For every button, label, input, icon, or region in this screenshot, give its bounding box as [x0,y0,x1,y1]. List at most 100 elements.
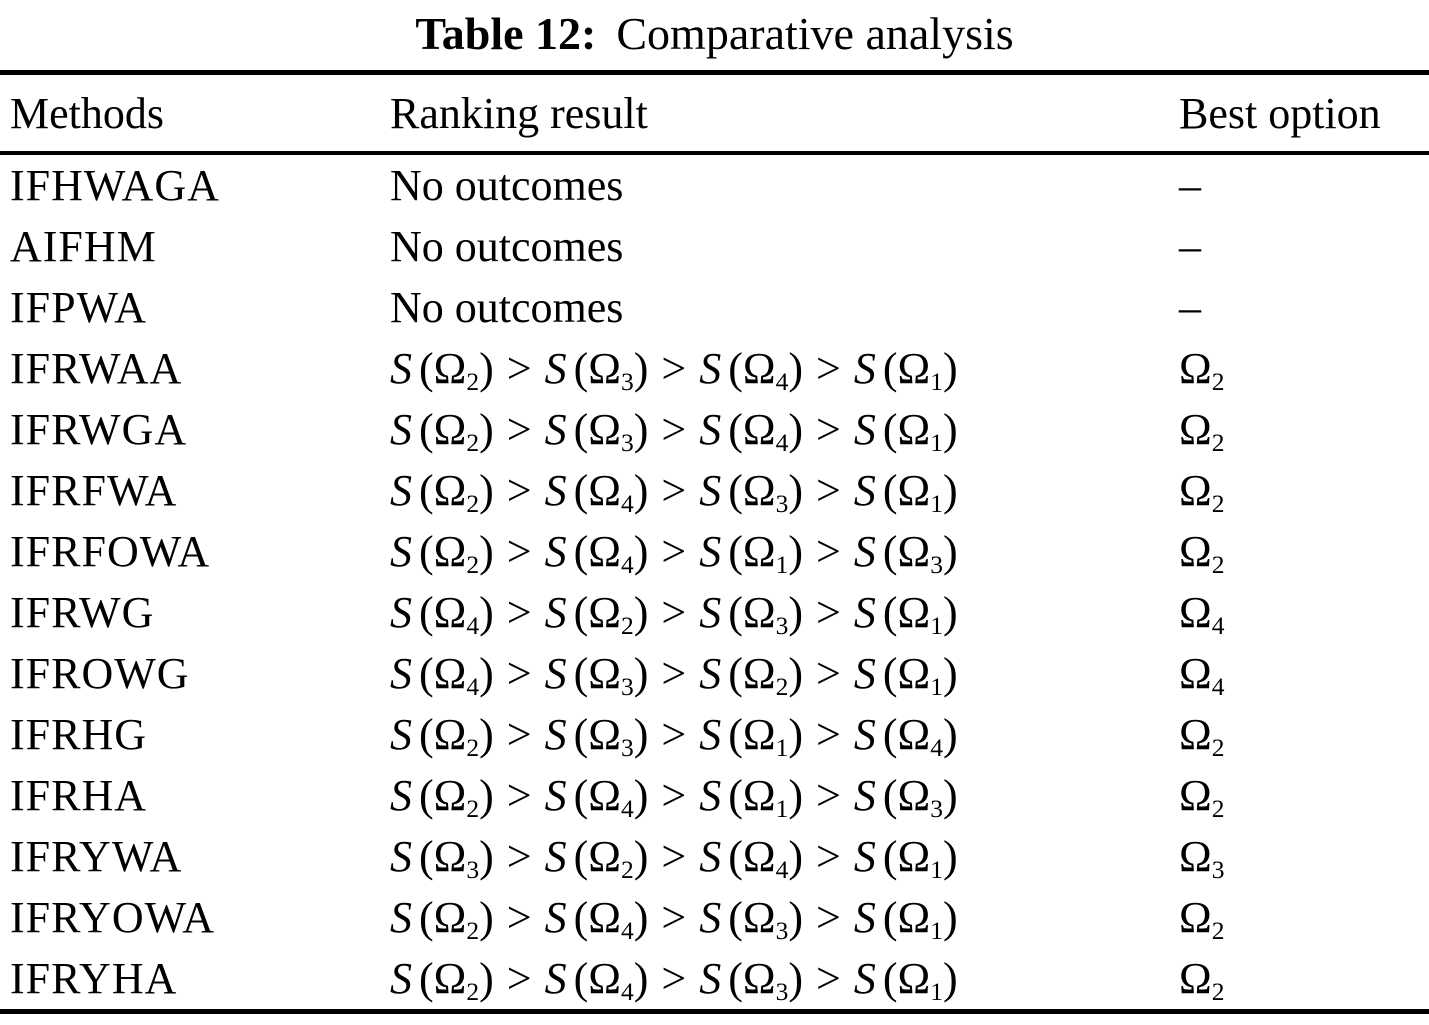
ranking-cell: S (Ω4) > S (Ω2) > S (Ω3) > S (Ω1) [382,582,1179,643]
table-caption: Table 12: Comparative analysis [0,6,1429,61]
omega-subscript: 2 [1211,733,1225,763]
ranking-cell: S (Ω2) > S (Ω3) > S (Ω1) > S (Ω4) [382,704,1179,765]
table-row: IFRYOWA S (Ω2) > S (Ω4) > S (Ω3) > S (Ω1) Ω2 [0,887,1429,948]
score-term: S (Ω3) [544,344,649,397]
omega-subscript: 1 [930,428,943,458]
omega-symbol: Ω [1179,832,1212,881]
greater-than-symbol: > [661,588,687,637]
ranking-cell: S (Ω2) > S (Ω4) > S (Ω3) > S (Ω1) [382,460,1179,521]
omega-subscript: 3 [620,428,634,458]
omega-subscript: 2 [1211,428,1225,458]
score-term: S (Ω4) [390,588,494,641]
greater-than-symbol: > [506,466,532,515]
score-function-symbol: S [853,588,876,637]
omega-symbol: Ω [897,405,931,454]
score-term: S (Ω2) [390,405,494,458]
omega-subscript: 1 [930,489,943,519]
omega-symbol: Ω [588,466,621,515]
omega-symbol: Ω [897,771,931,820]
method-cell: IFRYWA [10,832,183,881]
omega-symbol: Ω [588,954,621,1003]
omega-symbol: Ω [897,893,931,942]
omega-symbol: Ω [897,344,931,393]
ranking-cell: S (Ω2) > S (Ω4) > S (Ω1) > S (Ω3) [382,521,1179,582]
omega-symbol: Ω [897,527,931,576]
omega-symbol: Ω [897,649,931,698]
score-function-symbol: S [544,893,567,942]
greater-than-symbol: > [816,710,841,759]
method-cell: IFRHG [10,710,148,759]
omega-symbol: Ω [1179,527,1212,576]
omega-symbol: Ω [742,771,776,820]
col-header-ranking-result: Ranking result [382,72,1179,155]
score-function-symbol: S [390,466,412,515]
omega-subscript: 4 [775,367,789,397]
score-function-symbol: S [390,893,412,942]
method-cell: IFPWA [10,283,148,332]
greater-than-symbol: > [661,893,687,942]
score-function-symbol: S [544,466,567,515]
score-function-symbol: S [544,405,567,454]
greater-than-symbol: > [506,405,532,454]
score-function-symbol: S [390,710,412,759]
omega-symbol: Ω [588,710,621,759]
score-term: S (Ω4) [544,527,649,580]
omega-subscript: 4 [620,489,634,519]
ranking-cell: No outcomes [390,222,624,271]
best-option-cell: Ω2 [1179,460,1429,521]
omega-symbol: Ω [588,588,621,637]
score-term: S (Ω3) [699,588,803,641]
omega-subscript: 4 [775,428,789,458]
score-term: S (Ω2) [544,588,649,641]
score-function-symbol: S [853,466,876,515]
score-term: S (Ω1) [853,405,958,458]
omega-symbol: Ω [897,710,931,759]
score-function-symbol: S [699,954,722,1003]
omega-symbol: Ω [742,893,776,942]
score-function-symbol: S [853,710,876,759]
table-row: IFRHG S (Ω2) > S (Ω3) > S (Ω1) > S (Ω4) Ω 2 [0,704,1429,765]
greater-than-symbol: > [506,893,532,942]
omega-symbol: Ω [897,466,931,515]
greater-than-symbol: > [506,771,532,820]
omega-subscript: 2 [620,611,634,641]
greater-than-symbol: > [661,649,687,698]
table-row: IFRWGA S (Ω2) > S (Ω3) > S (Ω4) > S (Ω1) Ω2 [0,399,1429,460]
omega-symbol: Ω [1179,771,1212,820]
omega-symbol: Ω [742,649,776,698]
score-function-symbol: S [544,954,567,1003]
table-row: IFROWG S (Ω4) > S (Ω3) > S (Ω2) > S (Ω1) Ω4 [0,643,1429,704]
score-function-symbol: S [544,588,567,637]
omega-subscript: 2 [1211,489,1225,519]
table-row: IFRFOWA S (Ω2) > S (Ω4) > S (Ω1) > S (Ω3) Ω2 [0,521,1429,582]
omega-subscript: 1 [930,916,943,946]
score-term: S (Ω3) [390,832,494,885]
omega-subscript: 3 [775,977,789,1007]
header-row: Methods Ranking result Best option [0,72,1429,155]
score-term: S (Ω4) [544,954,649,1007]
table-body: IFHWAGA No outcomes – AIFHM No outcomes – IFPW… [0,153,1429,1012]
score-term: S (Ω1) [853,649,958,702]
score-term: S (Ω4) [544,771,649,824]
omega-symbol: Ω [742,466,776,515]
greater-than-symbol: > [661,771,687,820]
method-cell: IFRWAA [10,344,183,393]
best-option-cell: – [1179,222,1201,271]
score-term: S (Ω4) [390,649,494,702]
ranking-cell: No outcomes [390,161,624,210]
omega-subscript: 4 [1211,611,1225,641]
greater-than-symbol: > [816,649,841,698]
omega-symbol: Ω [897,832,931,881]
score-function-symbol: S [390,344,412,393]
omega-subscript: 3 [620,733,634,763]
omega-symbol: Ω [588,832,621,881]
omega-subscript: 3 [775,916,789,946]
score-function-symbol: S [853,771,876,820]
omega-subscript: 1 [930,611,943,641]
omega-subscript: 2 [466,977,480,1007]
ranking-cell: No outcomes [390,283,624,332]
score-function-symbol: S [544,527,567,576]
greater-than-symbol: > [661,832,687,881]
greater-than-symbol: > [661,344,687,393]
score-term: S (Ω3) [699,954,803,1007]
